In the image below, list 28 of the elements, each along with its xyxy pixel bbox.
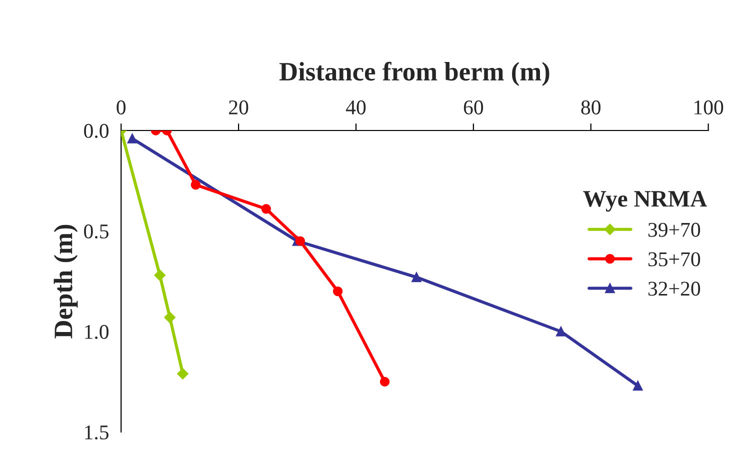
y-tick-label: 1.5 [85,425,108,440]
point [190,180,201,190]
point [164,312,176,324]
point [261,204,272,214]
point [380,376,390,387]
x-tick-label: 100 [694,100,724,114]
x-tick-label: 20 [229,100,248,114]
point [332,286,343,296]
point [295,236,306,246]
point [154,270,166,281]
point [127,134,138,144]
x-axis-title: Distance from berm (m) [279,62,550,86]
x-tick-label: 80 [581,100,600,114]
x-tick-label: 40 [346,100,366,114]
y-tick-label: 0.5 [84,224,108,239]
point [412,272,422,282]
point [177,368,188,380]
x-tick-label: 0 [116,100,126,114]
point [632,380,643,391]
y-tick-label: 0.0 [84,124,109,138]
legend-title: Wye NRMA [583,190,707,212]
y-tick-label: 1.0 [85,324,109,340]
y-axis-title: Depth (m) [54,224,78,338]
x-tick-label: 60 [464,100,484,114]
legend-label: 35+70 [648,252,700,266]
legend-label: 32+20 [648,282,700,296]
legend-label: 39+70 [648,222,700,237]
point [556,326,566,336]
